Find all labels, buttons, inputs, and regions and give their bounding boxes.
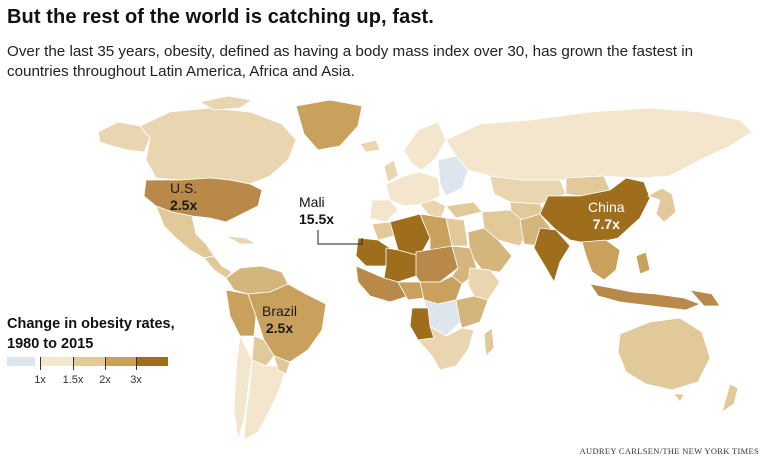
region-madagascar: [483, 327, 495, 357]
legend-swatch-1: [40, 357, 73, 366]
region-greenland: [295, 99, 363, 151]
legend-tick-1x: [40, 357, 41, 370]
region-india: [533, 227, 571, 283]
region-central-america: [203, 255, 233, 279]
region-uk: [383, 159, 399, 183]
region-uruguay: [273, 355, 291, 375]
label-us: U.S. 2.5x: [170, 180, 197, 214]
legend-tick-label-2x: 2x: [99, 374, 111, 386]
label-china: China 7.7x: [588, 199, 625, 233]
legend-swatch-2: [73, 357, 105, 366]
label-mali: Mali 15.5x: [299, 194, 334, 228]
legend-tick-label-1x: 1x: [34, 374, 46, 386]
legend-swatch-0: [7, 357, 35, 366]
label-mali-name: Mali: [299, 194, 325, 210]
region-east-africa: [455, 295, 489, 329]
legend-swatch-3: [105, 357, 136, 366]
region-southern-africa: [417, 325, 475, 371]
region-russia: [445, 107, 753, 181]
label-mali-value: 15.5x: [299, 211, 335, 227]
legend-tick-1-5x: [73, 357, 74, 370]
region-egypt: [445, 217, 469, 247]
region-iceland: [359, 139, 381, 153]
region-caribbean: [225, 235, 257, 245]
label-china-value: 7.7x: [592, 216, 620, 232]
credit-line: AUDREY CARLSEN/THE NEW YORK TIMES: [579, 446, 759, 456]
region-argentina: [243, 359, 287, 441]
headline: But the rest of the world is catching up…: [7, 6, 434, 28]
region-new-zealand: [721, 383, 739, 413]
legend-swatch-4: [136, 357, 168, 366]
region-philippines: [635, 251, 651, 275]
region-australia: [617, 317, 711, 391]
legend-scale: 1x 1.5x 2x 3x: [7, 357, 172, 387]
label-china-name: China: [588, 199, 625, 215]
legend-tick-label-1-5x: 1.5x: [62, 374, 84, 386]
region-papua: [689, 289, 721, 307]
label-brazil: Brazil 2.5x: [262, 303, 297, 337]
region-arctic-islands: [199, 95, 253, 111]
label-brazil-value: 2.5x: [265, 320, 294, 336]
region-tasmania: [673, 393, 685, 403]
region-western-europe: [385, 171, 441, 207]
region-southeast-asia: [581, 239, 621, 281]
legend-title-line2: 1980 to 2015: [7, 336, 94, 352]
region-alaska: [97, 121, 151, 153]
region-bolivia-paraguay: [251, 335, 275, 367]
region-korea-japan: [647, 187, 677, 223]
region-china: [539, 177, 651, 245]
subtitle: Over the last 35 years, obesity, defined…: [7, 43, 694, 80]
legend-tick-2x: [105, 357, 106, 370]
legend-tick-3x: [136, 357, 137, 370]
region-mauritania: [355, 237, 391, 267]
region-west-africa: [355, 265, 409, 303]
legend-title-line1: Change in obesity rates,: [7, 316, 175, 332]
region-italy-balkans: [419, 199, 447, 221]
region-ethiopia-somalia: [467, 267, 501, 301]
legend-tick-label-3x: 3x: [130, 374, 142, 386]
region-brazil: [247, 283, 327, 363]
label-us-name: U.S.: [170, 180, 198, 196]
label-us-value: 2.5x: [170, 197, 198, 213]
region-canada: [139, 107, 297, 185]
region-turkey: [445, 201, 483, 219]
region-scandinavia: [403, 121, 447, 171]
mali-leader-line: [317, 230, 363, 245]
region-indonesia: [589, 283, 701, 311]
label-brazil-name: Brazil: [262, 303, 298, 319]
region-mali: [383, 247, 421, 283]
legend-title: Change in obesity rates, 1980 to 2015: [7, 314, 175, 354]
region-iberia: [369, 199, 399, 223]
